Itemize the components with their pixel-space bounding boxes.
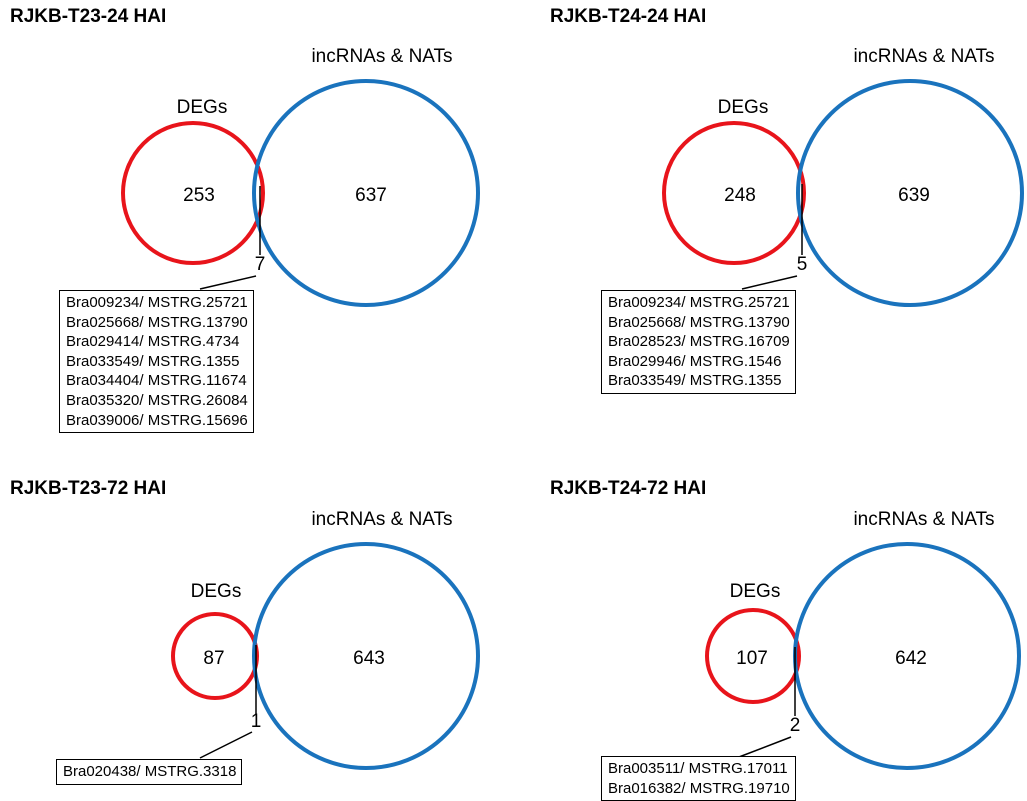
degs-label: DEGs bbox=[717, 97, 769, 118]
incrnas-only-count: 637 bbox=[355, 185, 387, 206]
overlap-count: 1 bbox=[250, 711, 262, 732]
genebox-connector bbox=[199, 275, 257, 290]
panel-title: RJKB-T23-24 HAI bbox=[10, 6, 167, 27]
gene-pair: Bra034404/ MSTRG.11674 bbox=[66, 372, 247, 390]
incrnas-label: incRNAs & NATs bbox=[853, 46, 995, 67]
gene-list-box: Bra009234/ MSTRG.25721 Bra025668/ MSTRG.… bbox=[601, 290, 796, 394]
degs-only-count: 87 bbox=[203, 648, 225, 669]
overlap-count: 5 bbox=[796, 254, 808, 275]
degs-circle bbox=[662, 121, 806, 265]
gene-pair: Bra009234/ MSTRG.25721 bbox=[66, 294, 248, 311]
degs-only-count: 107 bbox=[736, 648, 768, 669]
gene-pair: Bra025668/ MSTRG.13790 bbox=[608, 313, 790, 331]
venn-diagram bbox=[121, 79, 480, 307]
gene-pair: Bra009234/ MSTRG.25721 bbox=[608, 294, 790, 311]
incrnas-label: incRNAs & NATs bbox=[853, 509, 995, 530]
genebox-connector bbox=[199, 731, 253, 759]
gene-pair: Bra003511/ MSTRG.17011 bbox=[608, 760, 788, 777]
overlap-count: 7 bbox=[254, 254, 266, 275]
panel-title: RJKB-T24-72 HAI bbox=[550, 478, 707, 499]
gene-pair: Bra033549/ MSTRG.1355 bbox=[608, 372, 782, 390]
genebox-connector bbox=[738, 736, 792, 758]
degs-only-count: 253 bbox=[183, 185, 215, 206]
degs-circle bbox=[171, 612, 259, 700]
degs-label: DEGs bbox=[176, 97, 228, 118]
degs-label: DEGs bbox=[729, 581, 781, 602]
gene-list-box: Bra009234/ MSTRG.25721 Bra025668/ MSTRG.… bbox=[59, 290, 254, 434]
venn-diagram bbox=[171, 542, 480, 770]
degs-circle bbox=[705, 608, 801, 704]
degs-label: DEGs bbox=[190, 581, 242, 602]
incrnas-only-count: 639 bbox=[898, 185, 930, 206]
gene-pair: Bra025668/ MSTRG.13790 bbox=[66, 313, 248, 331]
panel-title: RJKB-T23-72 HAI bbox=[10, 478, 167, 499]
incrnas-label: incRNAs & NATs bbox=[311, 46, 453, 67]
overlap-count: 2 bbox=[789, 715, 801, 736]
gene-pair: Bra028523/ MSTRG.16709 bbox=[608, 333, 790, 351]
gene-pair: Bra029414/ MSTRG.4734 bbox=[66, 333, 240, 351]
gene-pair: Bra039006/ MSTRG.15696 bbox=[66, 411, 248, 429]
gene-pair: Bra029946/ MSTRG.1546 bbox=[608, 352, 782, 370]
incrnas-only-count: 643 bbox=[353, 648, 385, 669]
gene-pair: Bra016382/ MSTRG.19710 bbox=[608, 779, 790, 797]
gene-list-box: Bra003511/ MSTRG.17011 Bra016382/ MSTRG.… bbox=[601, 756, 796, 801]
degs-circle bbox=[121, 121, 265, 265]
gene-pair: Bra033549/ MSTRG.1355 bbox=[66, 352, 240, 370]
incrnas-circle bbox=[796, 79, 1024, 307]
venn-diagram bbox=[662, 79, 1024, 307]
incrnas-only-count: 642 bbox=[895, 648, 927, 669]
genebox-connector bbox=[741, 275, 798, 290]
gene-pair: Bra035320/ MSTRG.26084 bbox=[66, 391, 248, 409]
degs-only-count: 248 bbox=[724, 185, 756, 206]
panel-title: RJKB-T24-24 HAI bbox=[550, 6, 707, 27]
incrnas-circle bbox=[252, 79, 480, 307]
incrnas-label: incRNAs & NATs bbox=[311, 509, 453, 530]
gene-pair: Bra020438/ MSTRG.3318 bbox=[63, 763, 237, 780]
gene-list-box: Bra020438/ MSTRG.3318 bbox=[56, 759, 243, 785]
incrnas-circle bbox=[252, 542, 480, 770]
